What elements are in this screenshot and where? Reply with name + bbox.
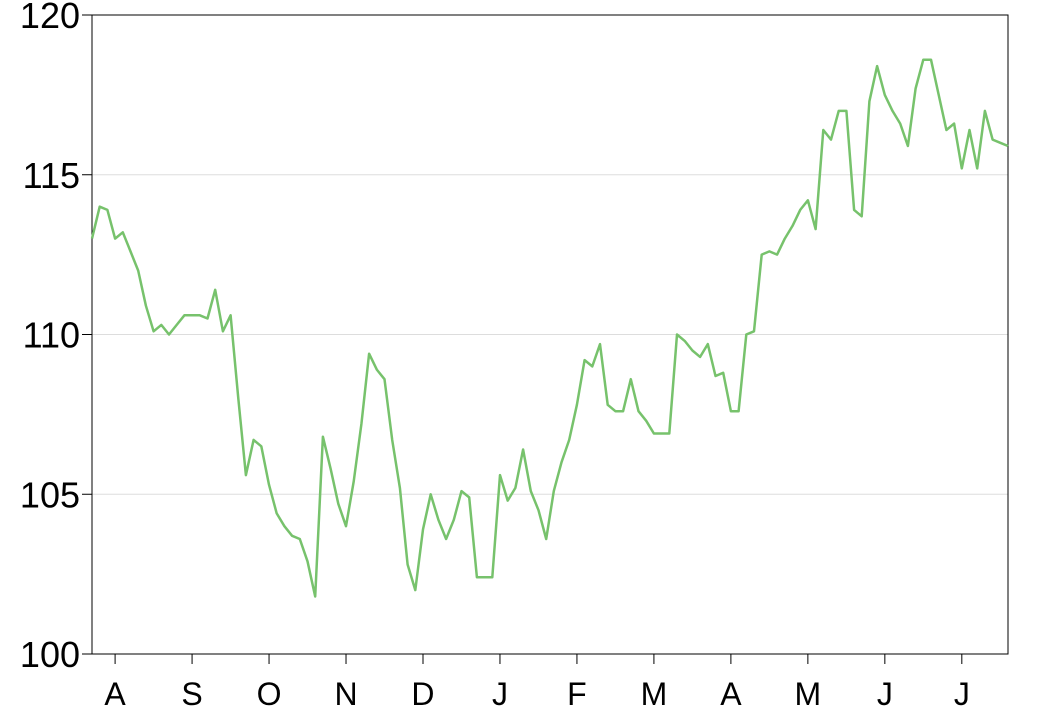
y-tick-label: 120 <box>20 0 80 36</box>
plot-frame <box>91 14 1009 655</box>
x-tick-label: O <box>257 676 282 708</box>
y-tick-label: 110 <box>23 315 80 356</box>
x-tick-label: M <box>795 676 822 708</box>
x-tick-label: D <box>411 676 434 708</box>
x-tick-label: A <box>104 676 126 708</box>
y-tick-label: 100 <box>20 634 80 675</box>
x-tick-label: A <box>720 676 742 708</box>
x-tick-label: J <box>954 676 970 708</box>
data-line <box>90 58 1009 598</box>
x-tick-label: F <box>567 676 587 708</box>
x-tick-label: J <box>877 676 893 708</box>
x-tick-label: J <box>492 676 508 708</box>
y-tick-label: 115 <box>23 155 80 196</box>
x-tick-label: S <box>181 676 202 708</box>
x-tick-label: M <box>641 676 668 708</box>
x-tick-label: N <box>334 676 357 708</box>
y-tick-label: 105 <box>20 474 80 515</box>
